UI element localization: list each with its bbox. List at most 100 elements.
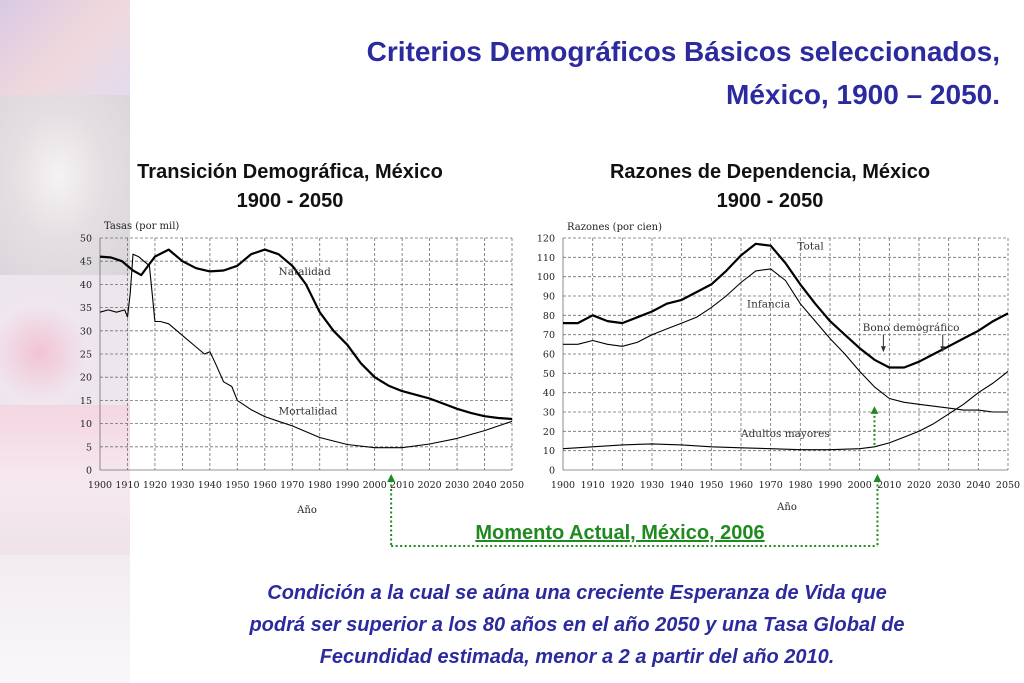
chart1-y-tick-label: 40 — [80, 280, 92, 291]
chart2-x-tick-label: 1910 — [581, 480, 605, 491]
chart1-x-tick-label: 2040 — [472, 480, 496, 491]
chart2-x-tick-label: 2040 — [966, 480, 990, 491]
chart2-series-label: Adultos mayores — [740, 428, 830, 440]
chart1-x-tick-label: 1990 — [335, 480, 359, 491]
chart1-x-tick-label: 1910 — [115, 480, 139, 491]
chart1-series-natalidad — [99, 248, 513, 421]
chart1-series-label: Natalidad — [279, 266, 332, 278]
current-moment-left-arrowhead — [387, 474, 396, 482]
current-moment-inner-arrowhead — [870, 406, 879, 414]
chart1-x-tick-label: 2010 — [390, 480, 414, 491]
chart2-x-tick-label: 1960 — [729, 480, 753, 491]
chart2-y-tick-label: 40 — [543, 388, 555, 399]
chart1-y-tick-label: 50 — [80, 234, 92, 245]
chart1-x-tick-label: 1940 — [198, 480, 222, 491]
bono-demografico-arrowhead — [880, 346, 886, 353]
current-moment-connector — [387, 406, 882, 547]
hands-bottom-photo — [0, 555, 130, 683]
chart1-y-tick-label: 35 — [80, 303, 92, 314]
chart2-y-tick-label: 70 — [543, 330, 555, 341]
chart2-x-tick-label: 1950 — [699, 480, 723, 491]
chart1-x-axis-label: Año — [296, 505, 317, 516]
footnote-line1: Condición a la cual se aúna una crecient… — [267, 582, 887, 604]
chart2-y-tick-label: 20 — [543, 427, 555, 438]
bono-demografico-arrowhead — [940, 346, 946, 353]
chart1-x-tick-label: 2020 — [418, 480, 442, 491]
chart2-series-label: Bono demográfico — [863, 322, 960, 334]
decorative-photo-sidebar — [0, 0, 130, 683]
chart1-x-tick-label: 1980 — [308, 480, 332, 491]
chart2-series-adultos-mayores — [562, 370, 1009, 451]
chart1-y-tick-label: 0 — [86, 466, 92, 477]
footnote-line3: Fecundidad estimada, menor a 2 a partir … — [319, 646, 835, 668]
chart2-series-label: Infancia — [747, 299, 790, 311]
chart2-series-total — [563, 242, 1009, 369]
chart2-x-tick-label: 2030 — [937, 480, 961, 491]
chart1-x-tick-label: 1950 — [225, 480, 249, 491]
chart2-title-line2: 1900 - 2050 — [716, 190, 824, 212]
chart2-series-infancia — [563, 268, 1008, 413]
chart2-y-tick-label: 50 — [543, 369, 555, 380]
chart2-y-tick-label: 60 — [543, 350, 555, 361]
chart1-x-tick-label: 2000 — [363, 480, 387, 491]
footnote: Condición a la cual se aúna una crecient… — [130, 577, 1024, 673]
chart1-y-tick-label: 45 — [80, 257, 92, 268]
chart1-y-tick-label: 30 — [80, 326, 92, 337]
slide-title-line2: México, 1900 – 2050. — [726, 79, 1000, 110]
chart2-series-label: Total — [797, 241, 824, 253]
chart1-x-tick-label: 2030 — [445, 480, 469, 491]
chart2-x-tick-label: 1980 — [788, 480, 812, 491]
chart2-x-tick-label: 2020 — [907, 480, 931, 491]
chart2-x-tick-label: 2050 — [996, 480, 1020, 491]
flowers-photo — [0, 275, 130, 405]
chart2-x-tick-label: 2000 — [848, 480, 872, 491]
chart1-x-tick-label: 1930 — [170, 480, 194, 491]
chart1-x-tick-label: 2050 — [500, 480, 524, 491]
chart1-y-tick-label: 10 — [80, 419, 92, 430]
chart1-x-tick-label: 1970 — [280, 480, 304, 491]
chart1: 0 5 10 15 20 25 30 35 40 45 50 1900 1910 1920 1930 1940… — [80, 221, 524, 516]
chart1-series-mortalidad — [99, 253, 513, 449]
chart2-title: Razones de Dependencia, México 1900 - 20… — [555, 158, 985, 216]
chart2-x-tick-label: 1920 — [610, 480, 634, 491]
chart2-x-tick-label: 1970 — [759, 480, 783, 491]
chart2-x-axis-label: Año — [776, 502, 797, 513]
chart2-x-tick-label: 1990 — [818, 480, 842, 491]
chart1-y-tick-label: 20 — [80, 373, 92, 384]
chart2-y-tick-label: 100 — [537, 272, 555, 283]
chart1-x-tick-label: 1960 — [253, 480, 277, 491]
slide-title: Criterios Demográficos Básicos seleccion… — [140, 30, 1000, 116]
chart2-y-axis-label: Razones (por cien) — [567, 222, 662, 233]
footnote-line2: podrá ser superior a los 80 años en el a… — [249, 614, 905, 636]
hands-photo — [0, 0, 130, 95]
chart2-x-tick-label: 1900 — [551, 480, 575, 491]
chart1-title-line2: 1900 - 2050 — [236, 190, 344, 212]
chart2-y-tick-label: 10 — [543, 446, 555, 457]
chart2-y-tick-label: 120 — [537, 234, 555, 245]
chart1-y-axis-label: Tasas (por mil) — [104, 221, 179, 232]
chart2-x-tick-label: 2010 — [877, 480, 901, 491]
chart2-y-tick-label: 80 — [543, 311, 555, 322]
chart1-x-tick-label: 1900 — [88, 480, 112, 491]
chart2-y-tick-label: 110 — [537, 253, 555, 264]
chart1-y-tick-label: 15 — [80, 396, 92, 407]
chart1-title: Transición Demográfica, México 1900 - 20… — [75, 158, 505, 216]
chart2-y-tick-label: 90 — [543, 292, 555, 303]
chart1-y-tick-label: 25 — [80, 350, 92, 361]
current-moment-label: Momento Actual, México, 2006 — [475, 522, 765, 544]
slide-title-line1: Criterios Demográficos Básicos seleccion… — [366, 36, 1000, 67]
chart2-y-tick-label: 30 — [543, 408, 555, 419]
chart1-title-line1: Transición Demográfica, México — [137, 161, 443, 183]
chart1-x-tick-label: 1920 — [143, 480, 167, 491]
current-moment-right-arrowhead — [873, 474, 882, 482]
chart2-x-tick-label: 1940 — [670, 480, 694, 491]
chart1-y-tick-label: 5 — [86, 442, 92, 453]
chart2-x-tick-label: 1930 — [640, 480, 664, 491]
chart1-series-label: Mortalidad — [279, 405, 338, 417]
chart2-y-tick-label: 0 — [549, 466, 555, 477]
elder-face-photo — [0, 95, 130, 275]
chart2-title-line1: Razones de Dependencia, México — [609, 161, 931, 183]
elder-man-photo — [0, 405, 130, 555]
